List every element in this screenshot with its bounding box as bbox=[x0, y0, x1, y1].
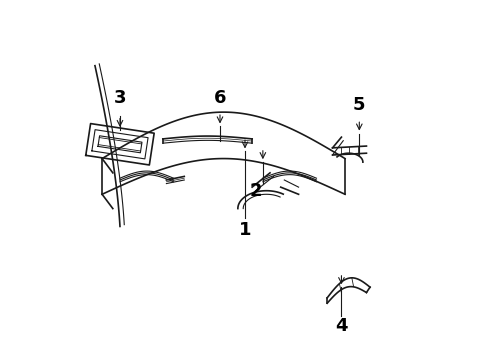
Text: 3: 3 bbox=[114, 89, 126, 107]
Text: 6: 6 bbox=[214, 89, 226, 107]
Text: 5: 5 bbox=[353, 96, 366, 114]
Text: 4: 4 bbox=[335, 318, 348, 336]
Text: 2: 2 bbox=[249, 182, 262, 200]
Text: 1: 1 bbox=[239, 221, 251, 239]
